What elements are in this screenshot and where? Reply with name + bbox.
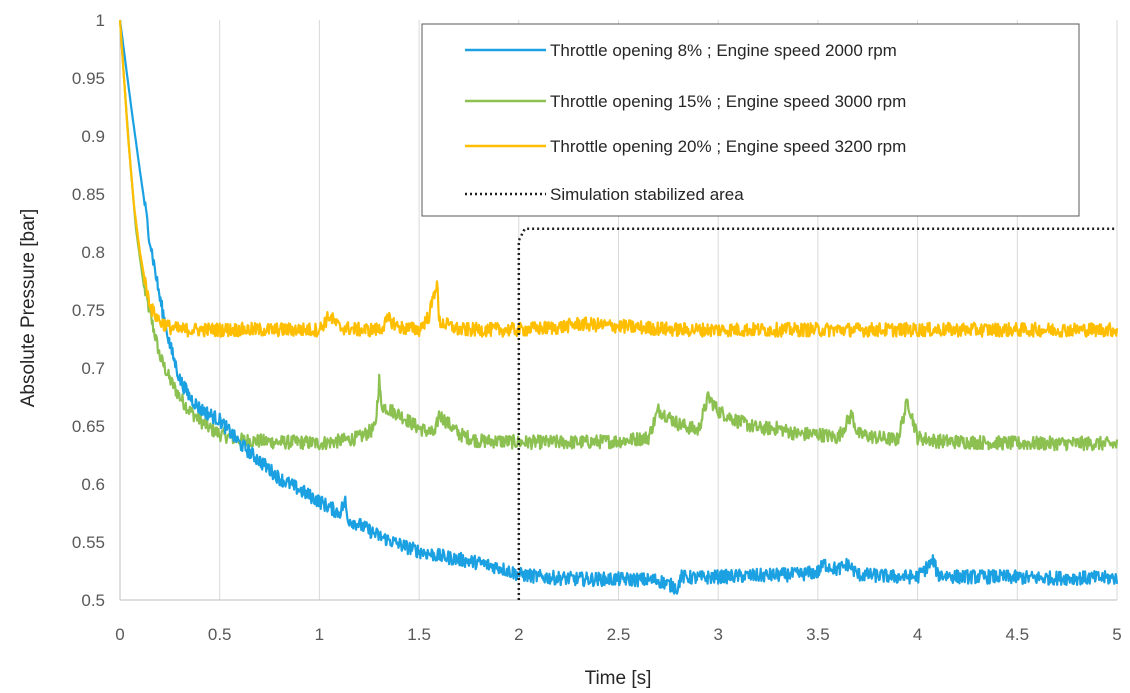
legend-label: Throttle opening 20% ; Engine speed 3200… (550, 137, 906, 156)
series-line-stabilized-area (517, 227, 1117, 600)
x-tick-label: 3 (713, 625, 722, 644)
x-tick-label: 1 (315, 625, 324, 644)
x-tick-label: 5 (1112, 625, 1121, 644)
x-tick-label: 1.5 (407, 625, 431, 644)
x-tick-label: 2 (514, 625, 523, 644)
legend-label: Simulation stabilized area (550, 185, 744, 204)
y-tick-label: 0.7 (81, 359, 105, 378)
series-line-2 (118, 19, 1119, 452)
y-tick-label: 1 (96, 11, 105, 30)
series-line-1 (118, 19, 1119, 595)
y-tick-label: 0.6 (81, 475, 105, 494)
series-lines (118, 19, 1119, 600)
y-tick-labels: 0.5 0.55 0.6 0.65 0.7 0.75 0.8 0.85 0.9 0.95 1 (72, 11, 105, 610)
y-tick-label: 0.75 (72, 301, 105, 320)
series-line-3 (118, 19, 1119, 338)
y-tick-label: 0.85 (72, 185, 105, 204)
x-tick-label: 0 (115, 625, 124, 644)
legend-label: Throttle opening 8% ; Engine speed 2000 … (550, 41, 897, 60)
y-tick-label: 0.8 (81, 243, 105, 262)
y-tick-label: 0.9 (81, 127, 105, 146)
x-tick-label: 0.5 (208, 625, 232, 644)
x-tick-label: 2.5 (607, 625, 631, 644)
y-axis-title: Absolute Pressure [bar] (18, 209, 39, 408)
legend-box (421, 23, 1080, 217)
x-tick-labels: 0 0.5 1 1.5 2 2.5 3 3.5 4 4.5 5 (115, 625, 1121, 644)
y-tick-label: 0.65 (72, 417, 105, 436)
y-tick-label: 0.5 (81, 591, 105, 610)
y-tick-label: 0.55 (72, 533, 105, 552)
x-tick-label: 4 (913, 625, 922, 644)
y-tick-label: 0.95 (72, 69, 105, 88)
axes (119, 20, 1117, 601)
x-tick-label: 4.5 (1005, 625, 1029, 644)
x-tick-label: 3.5 (806, 625, 830, 644)
legend-label: Throttle opening 15% ; Engine speed 3000… (550, 92, 906, 111)
x-axis-title: Time [s] (585, 668, 652, 689)
legend: Throttle opening 8% ; Engine speed 2000 … (421, 23, 1080, 217)
